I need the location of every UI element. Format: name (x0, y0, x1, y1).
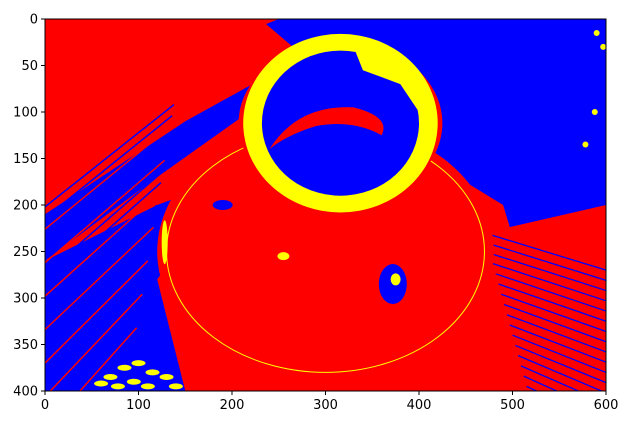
background-streak (45, 182, 162, 286)
background-streak (520, 365, 580, 391)
y-tick-label: 300 (13, 292, 38, 307)
background-streak (495, 273, 606, 312)
highlight-speck (131, 360, 146, 367)
background-streak (45, 237, 153, 342)
x-tick-label: 600 (594, 398, 619, 413)
background-streak (487, 242, 606, 281)
background-streak (69, 316, 140, 391)
background-streak (512, 334, 606, 374)
background-streak (489, 252, 606, 292)
x-tick-label: 500 (500, 398, 525, 413)
inner-red-band (269, 107, 384, 150)
y-tick-label: 250 (13, 245, 38, 260)
background-streak (45, 170, 164, 275)
background-streak (45, 249, 151, 353)
y-tick-label: 400 (13, 385, 38, 400)
y-tick-label: 50 (21, 59, 38, 74)
highlight-speck (168, 383, 183, 390)
highlight-speck (145, 369, 160, 376)
background-streak (515, 344, 606, 384)
x-axis: 0 100 200 300 400 500 600 (41, 391, 619, 413)
background-streak (45, 226, 154, 331)
background-streak (45, 159, 166, 264)
x-tick-label: 400 (407, 398, 432, 413)
y-tick-label: 350 (13, 338, 38, 353)
background-streak (45, 260, 149, 364)
x-tick-label: 100 (126, 398, 151, 413)
background-streak (523, 375, 559, 391)
background-streak (45, 126, 171, 230)
background-streak (509, 324, 606, 363)
background-lower-right-red (437, 205, 606, 391)
highlight-speck (126, 378, 141, 385)
x-tick-label: 300 (313, 398, 338, 413)
background-streak (501, 293, 606, 333)
highlight-speck (103, 374, 118, 381)
plot-area (45, 19, 606, 391)
body-speck (212, 200, 233, 210)
background-upper-left-red (45, 19, 279, 122)
background-streak (45, 271, 147, 375)
y-tick-label: 200 (13, 199, 38, 214)
body-knot-highlight (390, 273, 401, 286)
background-streak (517, 355, 604, 391)
background-streak (45, 103, 175, 208)
highlight-speck (600, 43, 606, 50)
background-streak (49, 293, 143, 391)
background-left-blue-streaks (45, 74, 289, 261)
rim-highlight (353, 46, 419, 112)
background-streak (45, 115, 173, 219)
background-streak (498, 283, 606, 322)
background-right-blue (260, 19, 606, 391)
background-streak (45, 215, 156, 320)
body-edge-highlight (161, 220, 168, 265)
background-streak (45, 148, 168, 253)
vase-body (157, 121, 494, 382)
highlight-speck (117, 364, 132, 371)
body-speck (277, 252, 290, 261)
background-streak (45, 193, 160, 297)
background-streak (45, 282, 145, 386)
highlight-speck (94, 380, 109, 387)
background-streak (78, 327, 138, 391)
background-streak (503, 303, 606, 343)
x-tick-label: 200 (220, 398, 245, 413)
background-streak (45, 92, 177, 197)
highlight-speck (140, 383, 155, 390)
highlight-speck (591, 109, 598, 115)
y-tick-label: 0 (30, 13, 38, 28)
y-tick-label: 100 (13, 106, 38, 121)
highlight-speck (582, 141, 589, 148)
background-streak (506, 314, 606, 353)
background-streak (484, 232, 606, 271)
y-axis: 0 50 100 150 200 250 300 350 400 (13, 13, 45, 400)
highlight-speck (159, 374, 174, 381)
background-streak (492, 262, 606, 302)
highlight-speck (110, 383, 125, 390)
background-streak (45, 204, 158, 308)
highlight-speck (593, 29, 600, 36)
x-tick-label: 0 (41, 398, 49, 413)
background-streak (45, 137, 169, 241)
y-tick-label: 150 (13, 152, 38, 167)
